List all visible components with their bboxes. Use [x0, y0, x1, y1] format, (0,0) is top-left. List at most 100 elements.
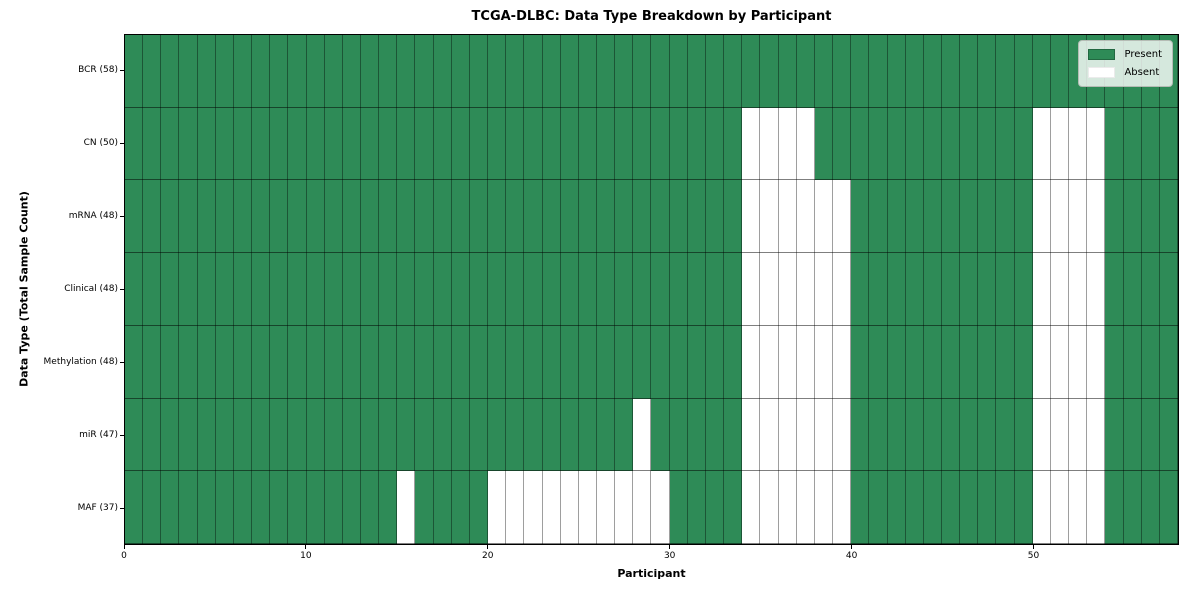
heatmap-cell-BCR-5 — [215, 35, 234, 108]
heatmap-cell-MAF-22 — [524, 471, 543, 544]
heatmap-cell-CN-54 — [1105, 107, 1124, 181]
heatmap-cell-BCR-27 — [615, 35, 634, 108]
heatmap-cell-BCR-20 — [488, 35, 507, 108]
heatmap-cell-CN-30 — [669, 107, 688, 181]
heatmap-cell-BCR-25 — [578, 35, 598, 108]
heatmap-cell-Methylation-26 — [597, 325, 616, 399]
heatmap-cell-Methylation-22 — [524, 325, 543, 399]
heatmap-cell-miR-57 — [1159, 398, 1178, 472]
heatmap-cell-CN-35 — [760, 107, 779, 181]
heatmap-cell-miR-1 — [143, 398, 162, 472]
heatmap-cell-BCR-17 — [433, 35, 452, 108]
heatmap-cell-BCR-3 — [179, 35, 198, 108]
heatmap-cell-BCR-47 — [978, 35, 997, 108]
heatmap-cell-mRNA-15 — [397, 180, 416, 254]
heatmap-cell-Methylation-39 — [833, 325, 852, 399]
heatmap-cell-mRNA-5 — [215, 180, 234, 254]
heatmap-cell-Clinical-22 — [524, 253, 543, 326]
heatmap-cell-Clinical-3 — [179, 253, 198, 326]
heatmap-cell-Clinical-0 — [125, 253, 144, 326]
heatmap-cell-BCR-34 — [742, 35, 761, 108]
heatmap-cell-miR-52 — [1069, 398, 1088, 472]
heatmap-cell-CN-31 — [687, 107, 706, 181]
y-tick-label-MAF: MAF (37) — [77, 503, 118, 513]
heatmap-cell-CN-27 — [615, 107, 634, 181]
heatmap-cell-Methylation-55 — [1123, 325, 1142, 399]
heatmap-cell-MAF-47 — [978, 471, 997, 544]
heatmap-cell-miR-50 — [1032, 398, 1051, 472]
heatmap-cell-miR-34 — [742, 398, 761, 472]
heatmap-cell-CN-26 — [597, 107, 616, 181]
heatmap-cell-miR-29 — [651, 398, 670, 472]
legend-label-present: Present — [1124, 48, 1162, 60]
heatmap-cell-CN-36 — [778, 107, 797, 181]
heatmap-cell-mRNA-22 — [524, 180, 543, 254]
heatmap-cell-mRNA-2 — [161, 180, 180, 254]
heatmap-cell-miR-36 — [778, 398, 797, 472]
heatmap-cell-BCR-44 — [923, 35, 942, 108]
heatmap-cell-MAF-33 — [724, 471, 743, 544]
heatmap-cell-MAF-56 — [1141, 471, 1160, 544]
heatmap-cell-miR-42 — [887, 398, 906, 472]
heatmap-cell-BCR-30 — [669, 35, 688, 108]
heatmap-cell-CN-18 — [451, 107, 470, 181]
heatmap-cell-miR-49 — [1014, 398, 1033, 472]
heatmap-cell-BCR-42 — [887, 35, 906, 108]
heatmap-cell-CN-52 — [1069, 107, 1088, 181]
y-tick-label-Methylation: Methylation (48) — [43, 357, 118, 367]
heatmap-cell-MAF-21 — [506, 471, 525, 544]
heatmap-cell-miR-2 — [161, 398, 180, 472]
heatmap-cell-miR-41 — [869, 398, 888, 472]
heatmap-cell-CN-44 — [923, 107, 942, 181]
heatmap-cell-Methylation-27 — [615, 325, 634, 399]
heatmap-cell-miR-33 — [724, 398, 743, 472]
heatmap-cell-MAF-42 — [887, 471, 906, 544]
heatmap-cell-Clinical-29 — [651, 253, 670, 326]
heatmap-cell-Methylation-45 — [941, 325, 961, 399]
heatmap-cell-miR-54 — [1105, 398, 1124, 472]
heatmap-cell-Clinical-46 — [960, 253, 979, 326]
x-tick-mark — [1032, 545, 1034, 549]
x-tick-mark — [669, 545, 671, 549]
heatmap-cell-Clinical-40 — [851, 253, 870, 326]
heatmap-cell-CN-28 — [633, 107, 652, 181]
heatmap-cell-CN-7 — [252, 107, 271, 181]
heatmap-cell-MAF-31 — [687, 471, 706, 544]
heatmap-cell-BCR-14 — [379, 35, 398, 108]
x-tick-label-40: 40 — [845, 551, 858, 561]
heatmap-cell-CN-41 — [869, 107, 888, 181]
heatmap-cell-Clinical-7 — [252, 253, 271, 326]
heatmap-cell-mRNA-1 — [143, 180, 162, 254]
heatmap-cell-BCR-46 — [960, 35, 979, 108]
heatmap-cell-CN-32 — [705, 107, 725, 181]
heatmap-cell-CN-43 — [905, 107, 924, 181]
heatmap-cell-Clinical-20 — [488, 253, 507, 326]
heatmap-cell-Methylation-40 — [851, 325, 870, 399]
heatmap-cell-mRNA-31 — [687, 180, 706, 254]
heatmap-cell-miR-24 — [560, 398, 579, 472]
heatmap-cell-BCR-23 — [542, 35, 561, 108]
heatmap-cell-BCR-18 — [451, 35, 470, 108]
heatmap-cell-Clinical-24 — [560, 253, 579, 326]
heatmap-cell-mRNA-43 — [905, 180, 924, 254]
heatmap-cell-Clinical-19 — [469, 253, 489, 326]
heatmap-cell-Clinical-18 — [451, 253, 470, 326]
heatmap-cell-Methylation-56 — [1141, 325, 1160, 399]
heatmap-cell-BCR-28 — [633, 35, 652, 108]
heatmap-cell-MAF-54 — [1105, 471, 1124, 544]
heatmap-cell-Clinical-47 — [978, 253, 997, 326]
heatmap-cell-MAF-29 — [651, 471, 670, 544]
heatmap-cell-Methylation-54 — [1105, 325, 1124, 399]
heatmap-cell-BCR-9 — [288, 35, 307, 108]
heatmap-cell-Clinical-25 — [578, 253, 598, 326]
heatmap-cell-MAF-37 — [796, 471, 815, 544]
heatmap-cell-Clinical-31 — [687, 253, 706, 326]
heatmap-cell-Methylation-24 — [560, 325, 579, 399]
heatmap-cell-Methylation-47 — [978, 325, 997, 399]
heatmap-cell-Methylation-9 — [288, 325, 307, 399]
heatmap-cell-BCR-32 — [705, 35, 725, 108]
heatmap-cell-miR-22 — [524, 398, 543, 472]
heatmap-cell-mRNA-6 — [233, 180, 253, 254]
heatmap-cell-CN-10 — [306, 107, 325, 181]
legend-present-swatch-icon — [1088, 49, 1116, 60]
